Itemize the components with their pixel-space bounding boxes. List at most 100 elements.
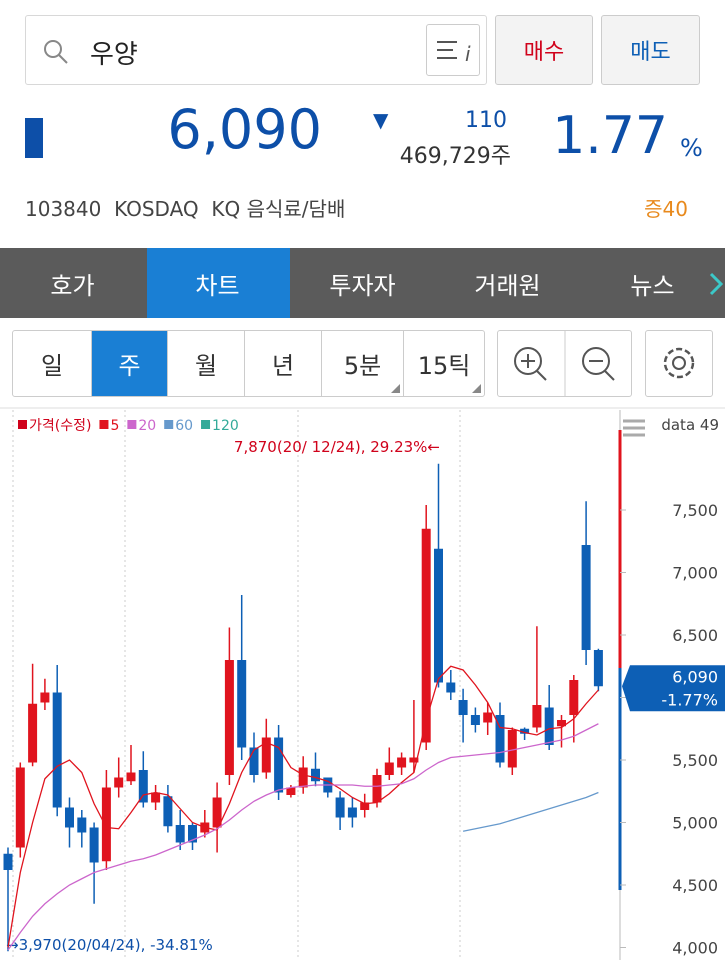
y-tick-label: 5,000 <box>672 814 718 833</box>
period-button[interactable]: 주 <box>91 331 167 396</box>
candle-body <box>101 787 111 862</box>
candle-body <box>360 802 370 810</box>
candle-body <box>470 715 480 725</box>
period-button[interactable]: 일 <box>40 352 64 380</box>
candle-body <box>384 762 394 775</box>
current-price: 6,090 <box>672 667 718 686</box>
candle-body <box>77 817 87 833</box>
candle-body <box>434 548 443 683</box>
candle-body <box>372 775 382 803</box>
candle-body <box>520 728 530 734</box>
low-annotation: →3,970(20/04/24), -34.81% <box>6 936 213 954</box>
candle-body <box>65 807 74 828</box>
candle-body <box>40 692 50 703</box>
tab[interactable]: 호가 <box>50 271 95 300</box>
volume: 469,729주 <box>399 144 511 169</box>
tab[interactable]: 투자자 <box>329 271 396 300</box>
candle-body <box>421 528 431 743</box>
candle-body <box>175 825 185 843</box>
period-button[interactable]: 15틱 <box>403 331 484 396</box>
legend-swatch <box>18 420 27 429</box>
legend-label: 20 <box>138 418 156 434</box>
settings-icon <box>663 347 695 379</box>
zoom-icons[interactable] <box>498 331 631 396</box>
y-tick-label: 5,500 <box>672 751 718 770</box>
y-tick-label: 7,500 <box>672 501 718 520</box>
moving-average-line <box>7 723 599 951</box>
period-button[interactable]: 5분 <box>321 331 403 396</box>
candle-body <box>581 545 591 650</box>
candle-body <box>458 700 468 715</box>
search-icon <box>44 40 68 64</box>
stock-info: 103840 KOSDAQ KQ 음식료/담배 <box>25 193 345 222</box>
legend-swatch <box>99 420 109 429</box>
buy-button[interactable]: 매수 <box>495 15 593 85</box>
tab[interactable]: 차트 <box>195 271 240 300</box>
candle-body <box>335 797 345 818</box>
candle-body <box>483 712 493 723</box>
candle-body <box>446 682 456 693</box>
candle-body <box>138 770 148 803</box>
period-button[interactable]: 월 <box>167 331 244 396</box>
period-bar: 일 주 월 년 5분 15틱 <box>12 330 485 397</box>
filter-button[interactable]: i <box>426 24 480 76</box>
change: 110 <box>465 108 507 133</box>
candle-body <box>298 767 308 788</box>
candle-body <box>569 680 579 715</box>
tab-bar: 호가 차트 투자자 거래원 뉴스 <box>0 248 725 318</box>
time-grid <box>12 410 461 960</box>
tab[interactable]: 뉴스 <box>630 271 675 300</box>
candle-body <box>3 853 13 870</box>
sell-button[interactable]: 매도 <box>601 15 700 85</box>
settings-button[interactable] <box>645 330 713 397</box>
candle-body <box>261 737 271 773</box>
legend-swatch <box>164 420 174 429</box>
price: 6,090 <box>167 98 322 161</box>
svg-text:i: i <box>465 42 471 66</box>
candle-body <box>286 787 296 795</box>
legend-label: 가격(수정) <box>29 418 91 434</box>
legend-label: 5 <box>110 418 119 434</box>
menu-icon[interactable] <box>623 419 645 437</box>
candle-body <box>126 772 136 782</box>
market: KOSDAQ <box>114 197 199 221</box>
candle-body <box>249 747 259 775</box>
candle-body <box>593 650 603 687</box>
current-change: -1.77% <box>661 690 718 709</box>
period-button[interactable]: 년 <box>244 331 321 396</box>
candle-body <box>212 797 222 828</box>
candle-body <box>347 807 357 818</box>
candle-body <box>557 720 566 727</box>
candle-body <box>151 792 161 803</box>
tab-more-arrow[interactable] <box>705 270 725 298</box>
candle-body <box>397 757 407 768</box>
candle-body <box>52 692 62 808</box>
y-tick-label: 4,500 <box>672 876 718 895</box>
high-annotation: 7,870(20/ 12/24), 29.23%← <box>234 438 440 456</box>
candle-body <box>507 730 517 768</box>
candle-body <box>188 825 197 843</box>
candle-body <box>28 703 38 763</box>
candle-icon <box>25 118 43 158</box>
y-tick-label: 4,000 <box>672 939 718 958</box>
candle-body <box>224 660 234 775</box>
corner-mark <box>472 384 481 393</box>
candle-body <box>114 777 124 788</box>
tab-active-bg <box>147 248 290 318</box>
candle-body <box>544 707 554 745</box>
plot-area <box>3 463 603 952</box>
search-box[interactable]: 우양 i <box>25 15 487 85</box>
candle-body <box>163 796 173 827</box>
filter-icon: i <box>437 41 471 66</box>
corner-mark <box>391 384 400 393</box>
data-count: data 49 <box>661 416 719 434</box>
tab[interactable]: 거래원 <box>474 271 541 300</box>
candle-body <box>532 705 542 728</box>
legend-swatch <box>201 420 211 429</box>
candle-body <box>409 757 419 763</box>
moving-average-line <box>462 791 599 832</box>
change-arrow: ▼ <box>373 108 389 132</box>
current-price-tag <box>622 665 725 712</box>
